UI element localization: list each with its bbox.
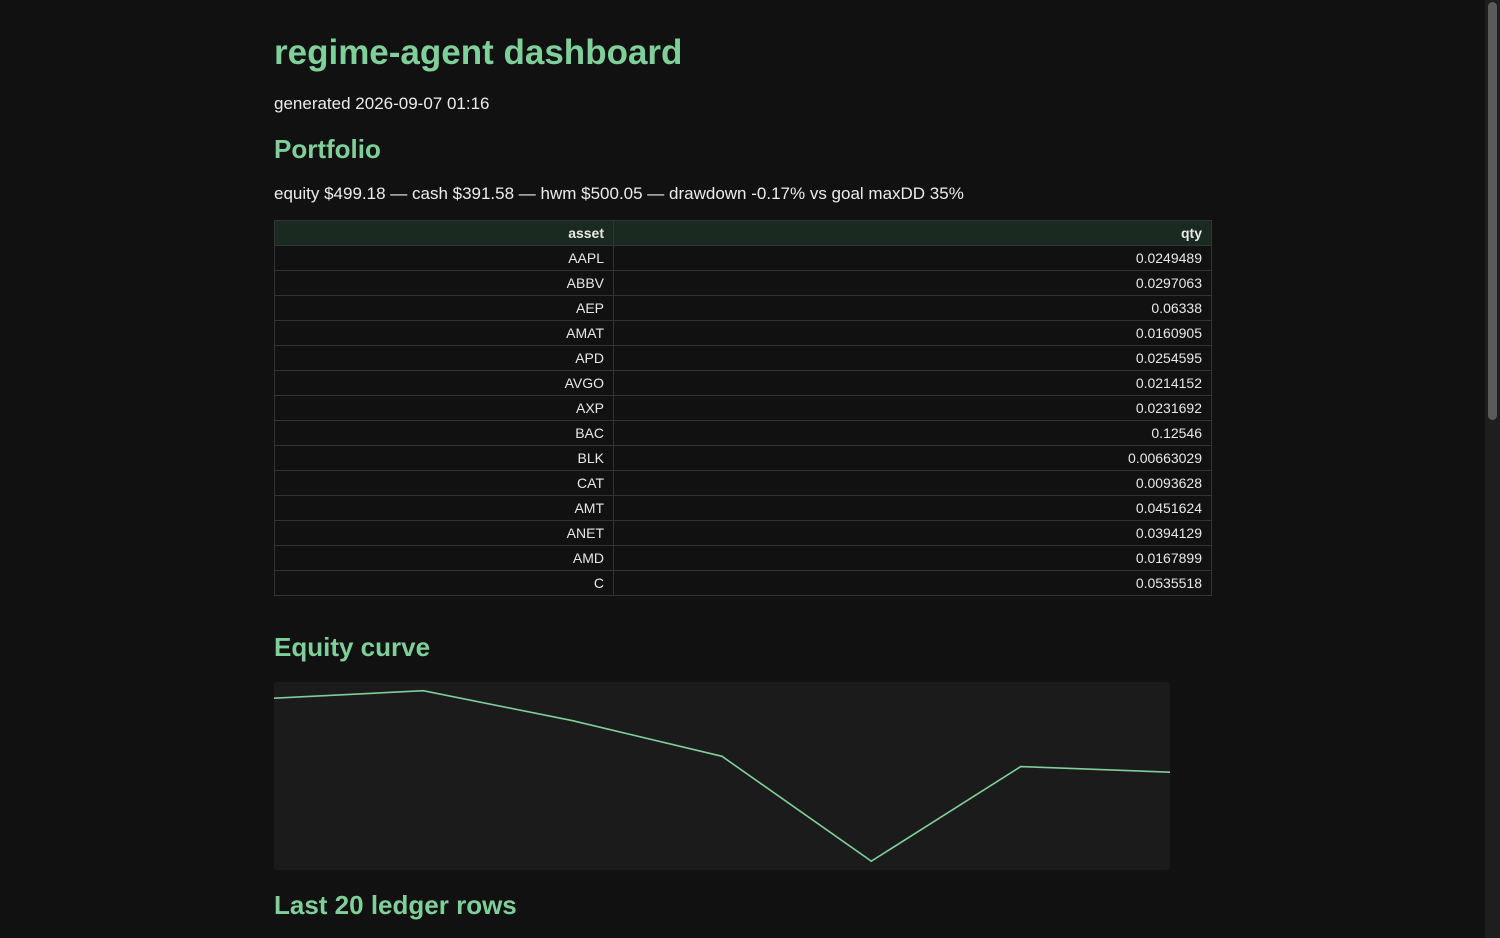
table-row: CAT 0.0093628 bbox=[274, 470, 1212, 496]
page-title: regime-agent dashboard bbox=[274, 33, 683, 72]
equity-point bbox=[422, 689, 425, 692]
table-row: ABBV 0.0297063 bbox=[274, 270, 1212, 296]
cell-qty: 0.0451624 bbox=[613, 495, 1212, 521]
cell-asset: AMD bbox=[274, 545, 614, 571]
holdings-table: asset qty AAPL 0.0249489 ABBV 0.0297063 AEP 0… bbox=[274, 220, 1212, 596]
table-row: AAPL 0.0249489 bbox=[274, 245, 1212, 271]
ledger-heading: Last 20 ledger rows bbox=[274, 890, 517, 920]
cell-qty: 0.0297063 bbox=[613, 270, 1212, 296]
cell-qty: 0.12546 bbox=[613, 420, 1212, 446]
portfolio-heading: Portfolio bbox=[274, 134, 381, 164]
cell-qty: 0.00663029 bbox=[613, 445, 1212, 471]
cell-asset: BAC bbox=[274, 420, 614, 446]
page-scrollbar[interactable] bbox=[1485, 0, 1500, 938]
generated-timestamp: generated 2026-09-07 01:16 bbox=[274, 94, 490, 113]
equity-curve-heading: Equity curve bbox=[274, 632, 431, 662]
equity-point bbox=[274, 697, 275, 699]
cell-asset: APD bbox=[274, 345, 614, 371]
table-row: AXP 0.0231692 bbox=[274, 395, 1212, 421]
cell-qty: 0.0231692 bbox=[613, 395, 1212, 421]
equity-point bbox=[721, 755, 723, 758]
table-row: AMAT 0.0160905 bbox=[274, 320, 1212, 346]
cell-asset: AVGO bbox=[274, 370, 614, 396]
cell-qty: 0.0160905 bbox=[613, 320, 1212, 346]
table-header-row: asset qty bbox=[274, 220, 1212, 246]
equity-point bbox=[1019, 765, 1022, 768]
table-row: AMD 0.0167899 bbox=[274, 545, 1212, 571]
column-header-qty: qty bbox=[613, 220, 1212, 246]
table-row: BLK 0.00663029 bbox=[274, 445, 1212, 471]
cell-qty: 0.0394129 bbox=[613, 520, 1212, 546]
cell-asset: CAT bbox=[274, 470, 614, 496]
cell-asset: C bbox=[274, 570, 614, 596]
cell-qty: 0.0093628 bbox=[613, 470, 1212, 496]
table-row: ANET 0.0394129 bbox=[274, 520, 1212, 546]
cell-qty: 0.0254595 bbox=[613, 345, 1212, 371]
cell-asset: AEP bbox=[274, 295, 614, 321]
cell-qty: 0.0214152 bbox=[613, 370, 1212, 396]
cell-asset: AMAT bbox=[274, 320, 614, 346]
table-row: AEP 0.06338 bbox=[274, 295, 1212, 321]
column-header-asset: asset bbox=[274, 220, 614, 246]
cell-qty: 0.0249489 bbox=[613, 245, 1212, 271]
equity-point bbox=[1169, 771, 1170, 773]
scrollbar-thumb[interactable] bbox=[1488, 2, 1497, 420]
equity-point bbox=[870, 860, 873, 862]
table-row: AMT 0.0451624 bbox=[274, 495, 1212, 521]
cell-asset: AAPL bbox=[274, 245, 614, 271]
portfolio-summary: equity $499.18 — cash $391.58 — hwm $500… bbox=[274, 184, 964, 203]
equity-curve-chart bbox=[274, 682, 1170, 870]
table-row: AVGO 0.0214152 bbox=[274, 370, 1212, 396]
holdings-table-body: AAPL 0.0249489 ABBV 0.0297063 AEP 0.06338 AMAT… bbox=[274, 245, 1212, 596]
cell-qty: 0.0167899 bbox=[613, 545, 1212, 571]
equity-curve-svg bbox=[274, 689, 1170, 863]
cell-asset: ABBV bbox=[274, 270, 614, 296]
cell-asset: AXP bbox=[274, 395, 614, 421]
cell-qty: 0.06338 bbox=[613, 295, 1212, 321]
cell-asset: ANET bbox=[274, 520, 614, 546]
cell-asset: BLK bbox=[274, 445, 614, 471]
cell-asset: AMT bbox=[274, 495, 614, 521]
table-row: C 0.0535518 bbox=[274, 570, 1212, 596]
table-row: APD 0.0254595 bbox=[274, 345, 1212, 371]
equity-point bbox=[571, 719, 574, 722]
table-row: BAC 0.12546 bbox=[274, 420, 1212, 446]
equity-series-line bbox=[274, 689, 1170, 863]
cell-qty: 0.0535518 bbox=[613, 570, 1212, 596]
